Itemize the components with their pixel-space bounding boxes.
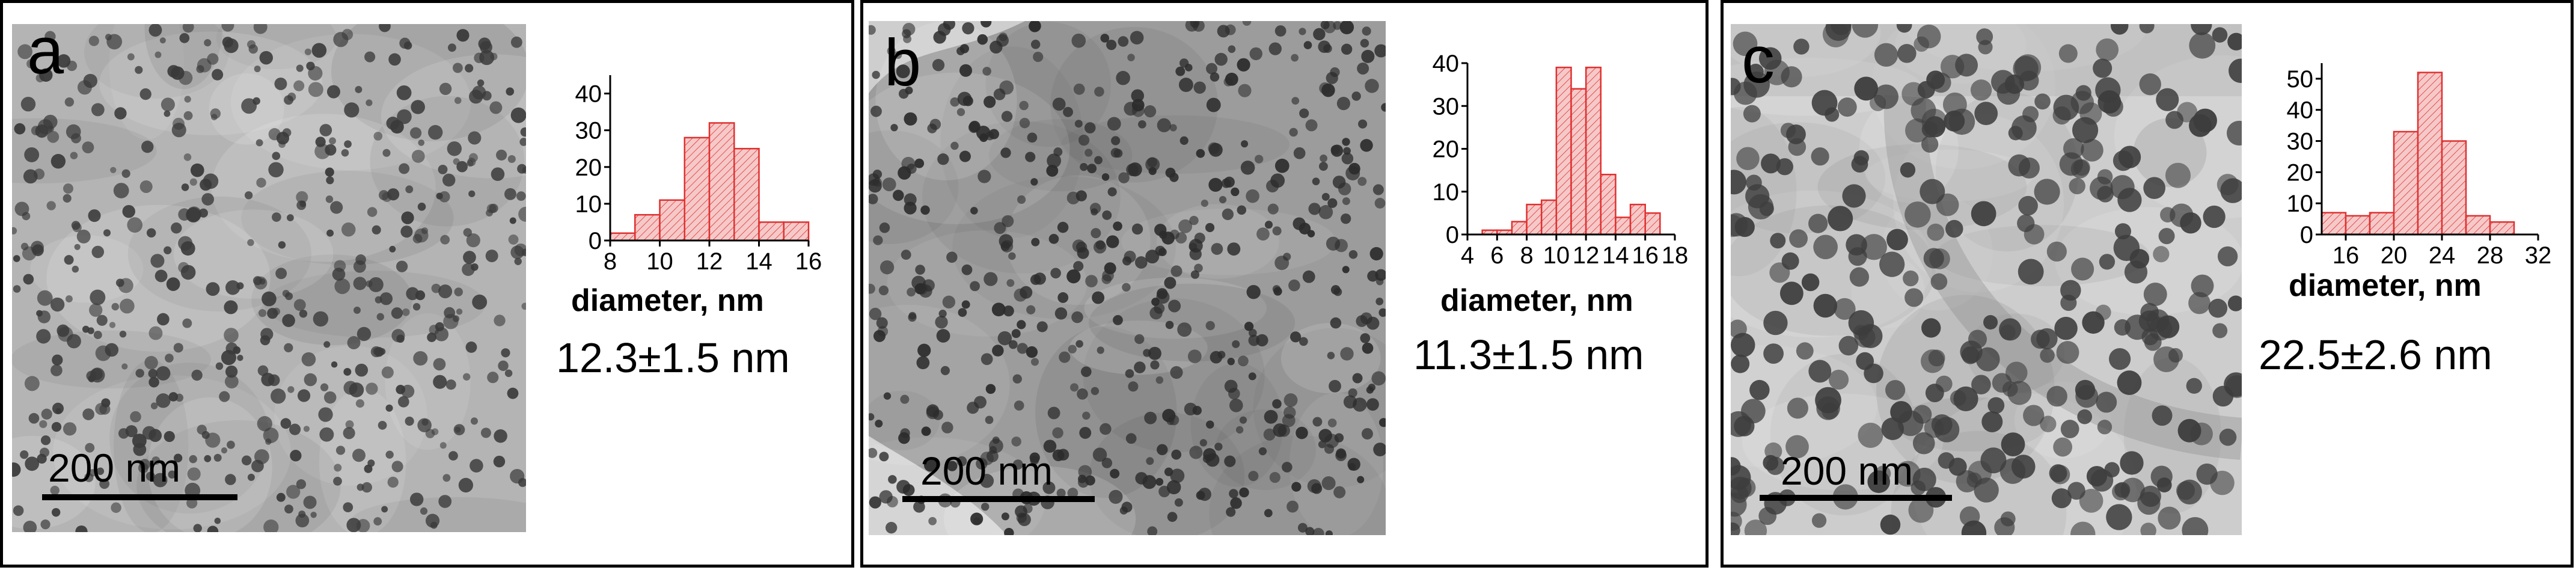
x-tick-label: 16 bbox=[795, 248, 822, 275]
histogram-bar bbox=[2345, 215, 2371, 236]
histogram-bar bbox=[708, 122, 735, 242]
panel-b: b 200 nm 0 10 20 30 40 4 6 8 10 12 14 16 18 diameter… bbox=[860, 0, 1709, 568]
histogram-bar bbox=[2369, 212, 2395, 236]
y-tick-label: 10 bbox=[2287, 191, 2314, 217]
x-tick-label: 14 bbox=[1602, 242, 1629, 269]
y-tick-label: 20 bbox=[1433, 136, 1460, 163]
histogram-bar bbox=[2393, 130, 2419, 236]
tem-image-b-svg bbox=[869, 21, 1386, 535]
histogram-a: 0 10 20 30 40 8 10 12 14 16 bbox=[562, 69, 822, 275]
y-tick-label: 40 bbox=[2287, 97, 2314, 124]
panel-letter-a: a bbox=[27, 14, 64, 88]
histogram-bar bbox=[1600, 174, 1617, 236]
x-tick-label: 8 bbox=[604, 248, 617, 275]
histogram-bar bbox=[1629, 203, 1646, 236]
x-tick-label: 12 bbox=[1573, 242, 1600, 269]
histogram-bar bbox=[1540, 199, 1558, 236]
y-tick-label: 40 bbox=[1433, 51, 1460, 77]
scale-bar-label-b: 200 nm bbox=[920, 449, 1053, 493]
x-tick-label: 16 bbox=[2333, 242, 2360, 269]
histogram-bar bbox=[609, 232, 636, 242]
y-tick-label: 30 bbox=[1433, 93, 1460, 120]
x-tick-label: 8 bbox=[1520, 242, 1533, 269]
histogram-bar bbox=[783, 221, 810, 242]
histogram-a-svg: 0 10 20 30 40 8 10 12 14 16 bbox=[575, 75, 822, 275]
histogram-bar bbox=[1615, 216, 1632, 236]
mean-diameter-c: 22.5±2.6 nm bbox=[2259, 331, 2492, 378]
y-tick-label: 30 bbox=[575, 118, 602, 144]
tem-image-a bbox=[12, 24, 526, 532]
mean-diameter-b: 11.3±1.5 nm bbox=[1413, 331, 1644, 378]
histogram-bar bbox=[659, 199, 685, 242]
histogram-bar bbox=[1511, 221, 1528, 236]
x-tick-label: 20 bbox=[2381, 242, 2408, 269]
histogram-bar bbox=[2489, 221, 2515, 236]
histogram-bar bbox=[1644, 212, 1661, 236]
tem-image-c bbox=[1731, 24, 2242, 535]
histogram-bar bbox=[634, 213, 661, 242]
histogram-bar bbox=[2321, 212, 2347, 236]
histogram-c-svg: 0 10 20 30 40 50 16 20 24 28 32 bbox=[2287, 63, 2551, 269]
y-tick-label: 30 bbox=[2287, 129, 2314, 155]
panel-letter-c: c bbox=[1742, 23, 1775, 97]
x-tick-label: 4 bbox=[1461, 242, 1474, 269]
xlabel-c: diameter, nm bbox=[2289, 268, 2482, 303]
y-tick-label: 20 bbox=[575, 155, 602, 181]
panel-letter-b: b bbox=[884, 26, 922, 100]
histogram-bar bbox=[733, 147, 760, 242]
y-tick-label: 10 bbox=[575, 191, 602, 218]
xlabel-b: diameter, nm bbox=[1440, 283, 1633, 318]
y-tick-label: 0 bbox=[2300, 222, 2313, 248]
y-tick-label: 0 bbox=[1446, 222, 1459, 248]
y-tick-label: 40 bbox=[575, 81, 602, 108]
scale-bar-c bbox=[1760, 495, 1952, 501]
tem-image-a-svg bbox=[12, 24, 526, 532]
histogram-bar bbox=[1526, 203, 1543, 236]
y-tick-label: 0 bbox=[589, 228, 602, 254]
histogram-b: 0 10 20 30 40 4 6 8 10 12 14 16 18 bbox=[1422, 51, 1689, 269]
histogram-c: 0 10 20 30 40 50 16 20 24 28 32 bbox=[2283, 57, 2551, 269]
histogram-bar bbox=[758, 221, 785, 242]
x-tick-label: 10 bbox=[646, 248, 673, 275]
x-tick-label: 6 bbox=[1490, 242, 1504, 269]
histogram-bar bbox=[2417, 72, 2443, 236]
y-tick-label: 20 bbox=[2287, 159, 2314, 186]
x-tick-label: 10 bbox=[1543, 242, 1570, 269]
histogram-bar bbox=[684, 136, 711, 242]
x-tick-label: 14 bbox=[745, 248, 772, 275]
y-tick-label: 50 bbox=[2287, 66, 2314, 93]
histogram-bar bbox=[2441, 140, 2467, 236]
histogram-bar bbox=[1570, 88, 1587, 236]
x-tick-label: 28 bbox=[2477, 242, 2504, 269]
panel-c: c 200 nm 0 10 20 30 40 50 16 20 24 28 32 diameter,… bbox=[1721, 0, 2574, 568]
tem-image-c-svg bbox=[1731, 24, 2242, 535]
tem-image-b bbox=[869, 21, 1386, 535]
scale-bar-label-c: 200 nm bbox=[1781, 449, 1914, 493]
x-tick-label: 16 bbox=[1632, 242, 1659, 269]
x-tick-label: 18 bbox=[1662, 242, 1689, 269]
scale-bar-a bbox=[42, 494, 237, 500]
x-tick-label: 12 bbox=[696, 248, 723, 275]
histogram-bar bbox=[1555, 66, 1572, 236]
histogram-bar bbox=[2465, 215, 2491, 236]
mean-diameter-a: 12.3±1.5 nm bbox=[556, 334, 790, 381]
scale-bar-label-a: 200 nm bbox=[48, 446, 181, 490]
x-tick-label: 24 bbox=[2429, 242, 2456, 269]
y-tick-label: 10 bbox=[1433, 179, 1460, 206]
histogram-bar bbox=[1585, 66, 1602, 236]
x-tick-label: 32 bbox=[2525, 242, 2552, 269]
panel-a: a 200 nm 0 10 20 30 40 8 10 12 14 16 diameter, nm… bbox=[0, 0, 854, 568]
scale-bar-b bbox=[902, 496, 1095, 502]
xlabel-a: diameter, nm bbox=[571, 283, 764, 318]
